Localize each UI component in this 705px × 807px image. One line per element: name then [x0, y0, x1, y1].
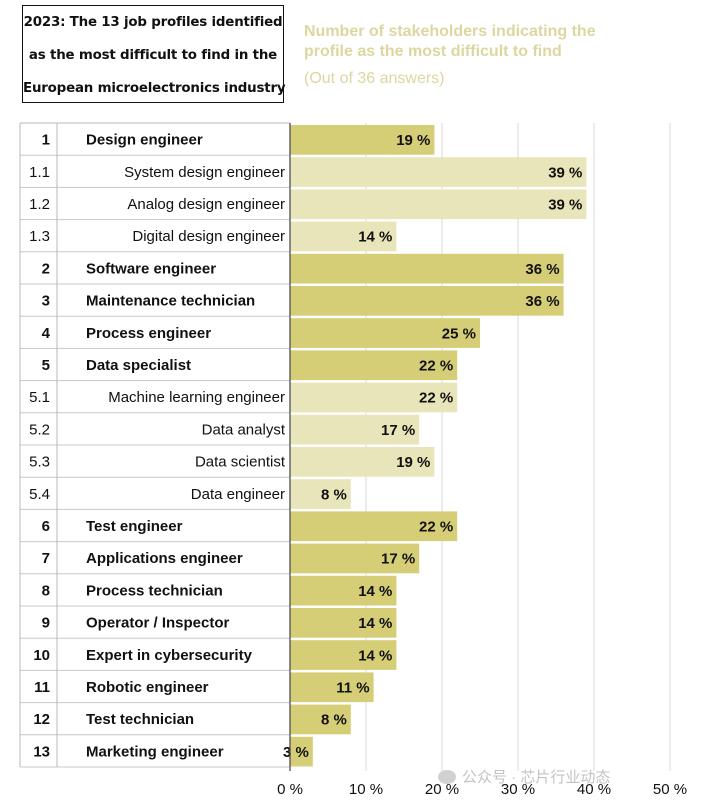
bar-value-label: 8 %	[321, 712, 347, 729]
subtitle-line-1: Number of stakeholders indicating the	[304, 23, 596, 40]
bar-value-label: 8 %	[321, 486, 347, 503]
row-rank: 8	[42, 582, 50, 599]
row-label: Data analyst	[202, 421, 286, 438]
bar-value-label: 14 %	[358, 229, 392, 246]
row-label: Design engineer	[86, 132, 203, 149]
row-rank: 11	[34, 679, 50, 696]
row-label: Software engineer	[86, 260, 216, 277]
bar	[290, 350, 458, 381]
bar-value-label: 17 %	[381, 422, 415, 439]
row-label: Process engineer	[86, 325, 211, 342]
row-label: Data engineer	[191, 486, 285, 503]
bar	[290, 221, 397, 252]
bar-value-label: 22 %	[419, 519, 453, 536]
row-label: Test technician	[86, 711, 194, 728]
row-rank: 5.1	[29, 389, 50, 406]
row-label: Digital design engineer	[132, 228, 285, 245]
row-label: Maintenance technician	[86, 293, 255, 310]
bar	[290, 736, 313, 767]
chart-title: 2023: The 13 job profiles identified as …	[22, 5, 286, 103]
bar	[290, 608, 397, 638]
bar	[290, 447, 435, 477]
wechat-icon	[438, 770, 456, 784]
row-label: Operator / Inspector	[86, 615, 230, 632]
row-rank: 7	[42, 550, 50, 567]
bar	[290, 511, 458, 542]
bar	[290, 414, 420, 445]
bar-value-label: 19 %	[396, 454, 430, 471]
row-rank: 1	[42, 132, 50, 149]
x-tick-label: 0 %	[277, 781, 303, 798]
row-label: Applications engineer	[86, 550, 243, 567]
bar-value-label: 3 %	[283, 744, 309, 761]
bar-value-label: 22 %	[419, 358, 453, 375]
bar	[290, 253, 564, 284]
row-label: Data specialist	[86, 357, 191, 374]
bar-value-label: 36 %	[525, 293, 559, 310]
bar-value-label: 39 %	[548, 164, 582, 181]
row-rank: 13	[33, 743, 50, 760]
bar	[290, 543, 420, 574]
x-tick-label: 30 %	[501, 781, 535, 798]
bar	[290, 189, 587, 220]
bar-value-label: 14 %	[358, 615, 392, 632]
bar	[290, 382, 458, 413]
row-rank: 5	[42, 357, 50, 374]
bar	[290, 479, 351, 509]
row-rank: 2	[42, 260, 50, 277]
row-label: Marketing engineer	[86, 743, 224, 760]
bar-value-label: 19 %	[396, 132, 430, 149]
row-rank: 5.3	[29, 454, 50, 471]
row-rank: 5.2	[29, 421, 50, 438]
row-rank: 5.4	[29, 486, 50, 503]
row-rank: 10	[33, 647, 50, 664]
watermark: 公众号 · 芯片行业动态	[438, 766, 610, 787]
row-rank: 1.1	[29, 164, 50, 181]
bar-value-label: 22 %	[419, 390, 453, 407]
row-rank: 1.2	[29, 196, 50, 213]
watermark-text: 公众号 · 芯片行业动态	[462, 769, 611, 786]
bar-value-label: 11 %	[336, 680, 369, 697]
chart-subtitle: Number of stakeholders indicating the pr…	[304, 22, 684, 89]
title-line-3: European microelectronics industry	[23, 81, 286, 96]
bar-value-label: 39 %	[548, 197, 582, 214]
bar	[290, 157, 587, 187]
title-line-1: 2023: The 13 job profiles identified	[23, 15, 283, 30]
row-label: Process technician	[86, 582, 223, 599]
bar	[290, 318, 480, 348]
row-rank: 1.3	[29, 228, 50, 245]
bar	[290, 672, 374, 703]
row-label: Test engineer	[86, 518, 183, 535]
bar	[290, 125, 435, 155]
bar-value-label: 14 %	[358, 583, 392, 600]
bar	[290, 286, 564, 316]
bar-value-label: 17 %	[381, 551, 415, 568]
bar	[290, 704, 351, 735]
row-rank: 12	[33, 711, 50, 728]
title-line-2: as the most difficult to find in the	[28, 48, 278, 63]
bar	[290, 640, 397, 670]
row-label: Machine learning engineer	[108, 389, 285, 406]
x-tick-label: 10 %	[349, 781, 383, 798]
row-rank: 6	[42, 518, 50, 535]
subtitle-line-2: profile as the most difficult to find	[304, 43, 562, 60]
row-label: Robotic engineer	[86, 679, 209, 696]
row-label: Expert in cybersecurity	[86, 647, 253, 664]
x-tick-label: 40 %	[577, 781, 611, 798]
bar-value-label: 25 %	[442, 325, 476, 342]
x-tick-label: 20 %	[425, 781, 459, 798]
row-rank: 3	[42, 293, 50, 310]
bar-value-label: 14 %	[358, 647, 392, 664]
x-tick-label: 50 %	[653, 781, 687, 798]
row-label: Analog design engineer	[127, 196, 285, 213]
row-label: System design engineer	[124, 164, 285, 181]
bar	[290, 575, 397, 606]
row-rank: 9	[42, 615, 50, 632]
row-label: Data scientist	[195, 454, 286, 471]
bar-value-label: 36 %	[525, 261, 559, 278]
row-rank: 4	[42, 325, 51, 342]
subtitle-note: (Out of 36 answers)	[304, 70, 445, 87]
